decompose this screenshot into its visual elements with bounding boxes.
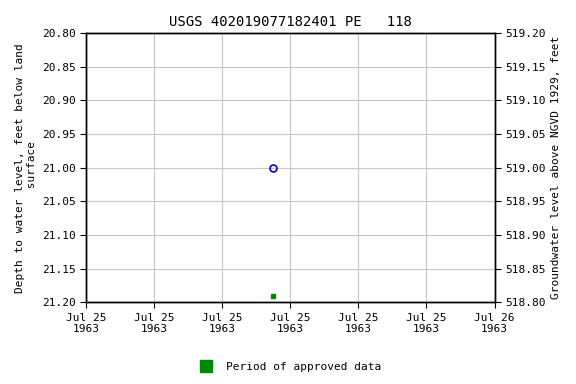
Y-axis label: Groundwater level above NGVD 1929, feet: Groundwater level above NGVD 1929, feet [551,36,561,299]
Legend: Period of approved data: Period of approved data [191,358,385,377]
Title: USGS 402019077182401 PE   118: USGS 402019077182401 PE 118 [169,15,412,29]
Y-axis label: Depth to water level, feet below land
 surface: Depth to water level, feet below land su… [15,43,37,293]
